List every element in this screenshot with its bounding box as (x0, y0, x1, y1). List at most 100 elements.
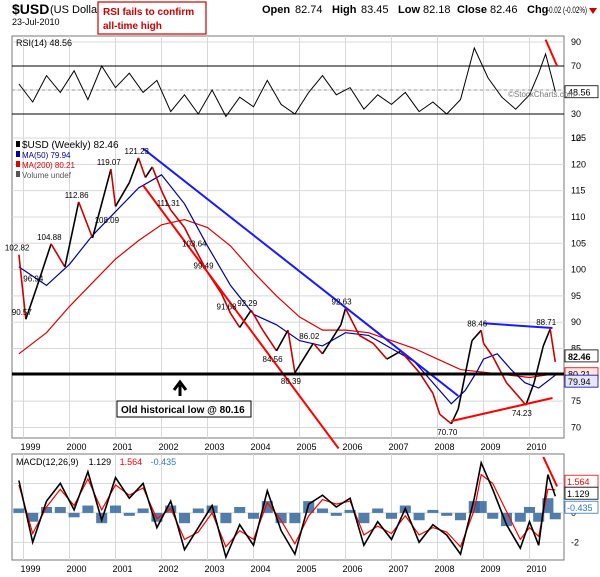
price-segment (18, 254, 27, 320)
macd-line (18, 460, 557, 560)
macd-histogram-bar (192, 508, 204, 513)
price-xaxis-label: 1999 (21, 442, 41, 452)
price-segment (64, 201, 80, 268)
macd-legend-entry: -0.435 (151, 457, 177, 467)
macd-histogram-bar (454, 512, 467, 521)
price-segment (505, 382, 521, 400)
macd-histogram-bar (475, 501, 487, 513)
macd-legend-entry: 1.129 (89, 457, 112, 467)
price-segment (151, 166, 163, 191)
price-panel: 707580859095100105110115120125 102.8290.… (5, 133, 599, 450)
macd-histogram-bar (178, 512, 191, 524)
price-segment (549, 328, 557, 363)
trendline (483, 322, 553, 329)
price-data-label: 108.09 (95, 216, 120, 225)
ma50-line (18, 174, 556, 405)
macd-histogram-bar (206, 505, 218, 513)
macd-histogram-bar (275, 512, 287, 524)
price-data-label: 80.39 (281, 377, 302, 386)
close-label: Close (457, 4, 487, 16)
price-legend-entry: $USD (Weekly) 82.46 (22, 140, 119, 151)
price-legend-swatch (16, 151, 20, 157)
macd-histogram-bar (261, 501, 273, 513)
price-segment (144, 166, 153, 178)
macd-histogram-bar (542, 498, 554, 513)
price-segment (439, 413, 452, 425)
high-label: High (332, 4, 357, 16)
price-segment (358, 334, 374, 344)
price-data-label: 119.07 (97, 158, 121, 167)
macd-right-label: 1.564 (567, 477, 590, 487)
down-arrow-icon (589, 8, 597, 14)
macd-histogram-bar (344, 509, 356, 513)
price-segment (91, 169, 112, 239)
macd-histogram-bar (54, 507, 66, 513)
price-right-label-box (564, 374, 599, 388)
macd-right-label-box (564, 486, 599, 500)
macd-histogram-bar (316, 508, 329, 513)
macd-histogram-bar (427, 509, 439, 513)
macd-histogram-bar (523, 507, 536, 513)
price-tick-label: 110 (571, 212, 585, 222)
price-tick-label: 115 (571, 186, 585, 196)
price-right-label-box (564, 349, 599, 363)
price-segment (294, 342, 314, 374)
macd-histogram-bar (137, 508, 149, 513)
price-tick-label: 105 (571, 238, 586, 248)
price-segment (77, 201, 94, 239)
price-segment (250, 309, 264, 331)
rsi-tick-label: 10 (571, 133, 581, 143)
chg-value: -0.02 (-0.02%) (547, 5, 587, 15)
price-data-label: 103.64 (182, 239, 207, 248)
price-xaxis-label: 2002 (159, 442, 179, 452)
macd-histogram-bar (358, 512, 370, 524)
price-tick-label: 100 (571, 265, 586, 275)
price-right-label: 82.46 (568, 352, 591, 362)
price-segment (25, 285, 39, 320)
rsi-annotation-line2: all-time high (103, 21, 162, 32)
macd-histogram-bar (372, 508, 384, 513)
rsi-tick-label: 90 (571, 37, 581, 47)
price-data-label: 74.23 (512, 409, 533, 418)
trendline (451, 397, 553, 423)
macd-histogram-bar (330, 512, 342, 516)
low-annotation-text: Old historical low @ 80.16 (121, 405, 245, 416)
macd-histogram-bar (40, 507, 53, 513)
price-tick-label: 90 (571, 317, 581, 327)
price-segment (471, 329, 482, 342)
macd-histogram-bar (13, 508, 25, 513)
macd-xaxis-label: 2001 (113, 564, 133, 574)
price-legend-swatch (16, 161, 20, 167)
macd-histogram-bar (109, 505, 122, 513)
price-segment (344, 308, 361, 336)
macd-histogram-bar (514, 512, 526, 522)
macd-divergence-line (542, 456, 559, 487)
macd-xaxis-label: 2010 (527, 564, 547, 574)
rsi-last-value: 48.56 (568, 88, 591, 98)
close-value: 82.46 (490, 4, 518, 16)
price-segment (491, 356, 508, 384)
price-xaxis-label: 2004 (251, 442, 271, 452)
price-segment (170, 209, 186, 228)
price-xaxis-label: 2006 (343, 442, 363, 452)
rsi-tick-label: 30 (571, 109, 581, 119)
macd-histogram-bar (549, 512, 561, 520)
trendline (142, 184, 340, 450)
price-segment (542, 328, 551, 347)
rsi-line (18, 46, 556, 118)
price-legend-swatch (16, 141, 20, 147)
price-tick-label: 125 (571, 133, 586, 143)
price-segment (386, 350, 402, 360)
price-data-label: 90.57 (12, 308, 33, 317)
macd-xaxis-label: 2005 (297, 564, 317, 574)
price-segment (110, 169, 117, 207)
macd-xaxis-label: 1999 (21, 564, 41, 574)
price-segment (321, 324, 342, 355)
chg-label: Chg (527, 4, 548, 16)
price-segment (114, 182, 130, 207)
price-segment (312, 342, 324, 355)
macd-legend-entry: MACD(12,26,9) (16, 457, 79, 467)
rsi-divergence-line (544, 39, 559, 67)
price-segment (183, 227, 197, 251)
